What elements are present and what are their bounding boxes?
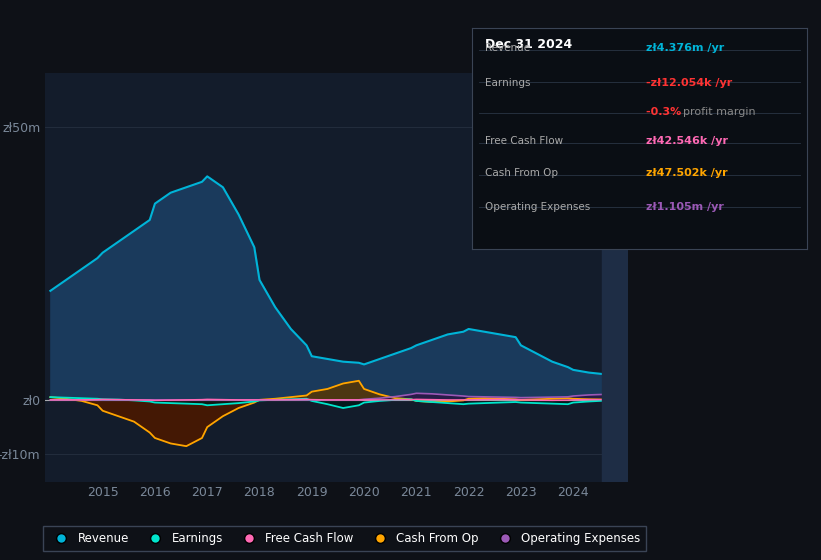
Text: Dec 31 2024: Dec 31 2024 — [485, 38, 573, 51]
Text: Operating Expenses: Operating Expenses — [485, 202, 591, 212]
Text: Earnings: Earnings — [485, 78, 531, 88]
Text: Free Cash Flow: Free Cash Flow — [485, 137, 563, 146]
Bar — [602, 73, 631, 482]
Text: profit margin: profit margin — [683, 106, 755, 116]
Text: zł42.546k /yr: zł42.546k /yr — [646, 137, 728, 146]
Text: -0.3%: -0.3% — [646, 106, 686, 116]
Text: Cash From Op: Cash From Op — [485, 169, 558, 179]
Legend: Revenue, Earnings, Free Cash Flow, Cash From Op, Operating Expenses: Revenue, Earnings, Free Cash Flow, Cash … — [44, 526, 646, 551]
Text: zł47.502k /yr: zł47.502k /yr — [646, 169, 728, 179]
Text: Revenue: Revenue — [485, 44, 530, 54]
Text: -zł12.054k /yr: -zł12.054k /yr — [646, 78, 732, 88]
Text: zł4.376m /yr: zł4.376m /yr — [646, 44, 724, 54]
Text: zł1.105m /yr: zł1.105m /yr — [646, 202, 724, 212]
